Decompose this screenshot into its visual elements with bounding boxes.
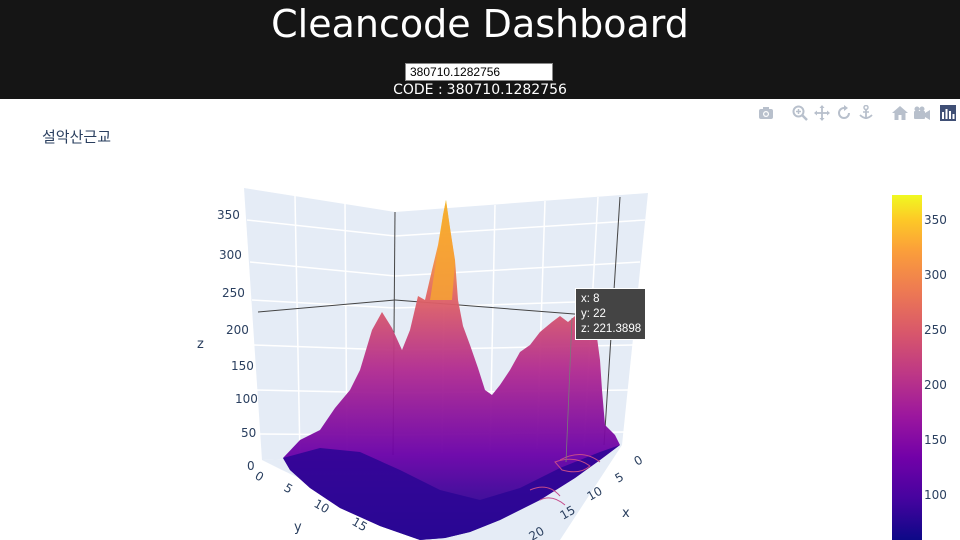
x-axis-title: x (622, 506, 630, 521)
hover-x: x: 8 (581, 293, 600, 305)
colorbar-tick: 250 (924, 323, 947, 337)
hover-spikes (565, 317, 573, 463)
orbit-icon[interactable] (834, 104, 854, 122)
z-tick-label: 150 (231, 359, 254, 373)
colorbar-tick: 100 (924, 488, 947, 502)
z-tick-label: 100 (235, 392, 258, 406)
z-tick-label: 0 (247, 459, 255, 473)
z-axis-ticks: 350 300 250 200 150 100 50 0 (217, 208, 258, 473)
y-axis-title: y (294, 520, 302, 535)
surface-mesh (283, 200, 620, 540)
colorbar-tick: 200 (924, 378, 947, 392)
colorbar-tick: 350 (924, 213, 947, 227)
hover-z: z: 221.3898 (581, 323, 642, 335)
x-tick-label: 0 (632, 453, 646, 469)
zoom-icon[interactable] (790, 104, 810, 122)
y-tick-label: 5 (282, 480, 296, 496)
app-title: Cleancode Dashboard (271, 2, 689, 46)
code-label: CODE :380710.1282756 (0, 82, 960, 98)
hover-tooltip: x: 8 y: 22 z: 221.3898 (575, 288, 646, 340)
code-label-value: 380710.1282756 (446, 82, 567, 98)
z-tick-label: 350 (217, 208, 240, 222)
floor-contours (529, 454, 601, 506)
camera-view-icon[interactable] (912, 104, 932, 122)
camera-icon[interactable] (756, 104, 776, 122)
plot-title: 설악산근교 (42, 128, 112, 146)
z-tick-label: 200 (226, 323, 249, 337)
z-tick-label: 50 (241, 426, 256, 440)
hover-y: y: 22 (581, 308, 606, 320)
y-tick-label: 10 (312, 496, 332, 516)
x-tick-label: 15 (558, 503, 578, 523)
y-tick-label: 15 (350, 514, 370, 534)
code-input[interactable] (405, 63, 553, 81)
z-axis-title: z (197, 337, 204, 352)
colorbar-tick: 300 (924, 268, 947, 282)
surface-dark-base (283, 445, 620, 540)
x-tick-label: 10 (585, 484, 605, 504)
pan-icon[interactable] (812, 104, 832, 122)
x-tick-label: 20 (527, 524, 547, 540)
colorbar (892, 195, 922, 540)
plotly-logo-icon[interactable] (940, 105, 956, 121)
surface-plot-scene[interactable]: 350 300 250 200 150 100 50 0 z 0 5 10 15… (0, 100, 860, 540)
home-icon[interactable] (890, 104, 910, 122)
z-tick-label: 300 (219, 248, 242, 262)
code-label-prefix: CODE : (393, 82, 443, 98)
surface-ridge-highlight (430, 200, 455, 300)
x-axis-ticks: 0 5 10 15 20 (527, 453, 646, 540)
z-tick-label: 250 (222, 286, 245, 300)
plot-modebar (756, 104, 956, 122)
colorbar-tick: 150 (924, 433, 947, 447)
x-tick-label: 5 (613, 470, 627, 486)
dashboard-header: Cleancode Dashboard CODE :380710.1282756 (0, 0, 960, 99)
turntable-icon[interactable] (856, 104, 876, 122)
